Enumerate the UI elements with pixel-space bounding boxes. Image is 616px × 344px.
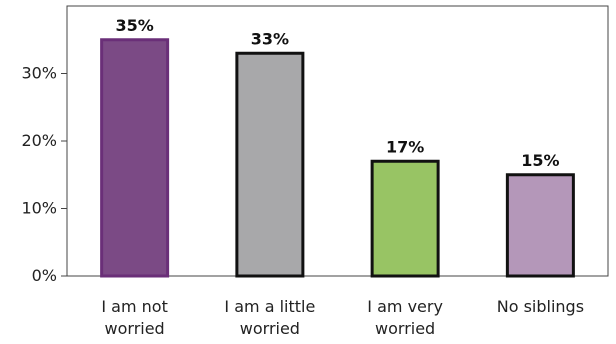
data-label: 35%: [115, 16, 153, 35]
y-tick-label: 0%: [32, 266, 57, 285]
x-tick-label: No siblings: [497, 297, 584, 316]
data-label: 17%: [386, 137, 424, 156]
bar: [235, 51, 305, 278]
x-tick-label-line: I am a little: [224, 297, 315, 316]
bars: [100, 38, 575, 278]
x-tick-label-line: worried: [105, 319, 165, 338]
bar: [505, 173, 575, 278]
y-tick-label: 30%: [21, 64, 57, 83]
x-tick-label-line: worried: [240, 319, 300, 338]
data-label: 33%: [251, 29, 289, 48]
x-tick-label-line: I am not: [101, 297, 167, 316]
x-tick-label: I am very worried: [367, 297, 443, 338]
x-tick-label: I am a little worried: [224, 297, 315, 338]
x-tick-label-line: I am very: [367, 297, 443, 316]
y-tick-label: 10%: [21, 199, 57, 218]
data-label: 15%: [521, 151, 559, 170]
y-tick-label: 20%: [21, 131, 57, 150]
x-tick-label: I am not worried: [101, 297, 167, 338]
data-labels: 35% 33% 17% 15%: [115, 16, 559, 170]
x-tick-label-line: worried: [375, 319, 435, 338]
bar: [370, 159, 440, 278]
bar: [100, 38, 170, 278]
y-axis: 0% 10% 20% 30%: [21, 64, 67, 285]
x-tick-label-line: No siblings: [497, 297, 584, 316]
